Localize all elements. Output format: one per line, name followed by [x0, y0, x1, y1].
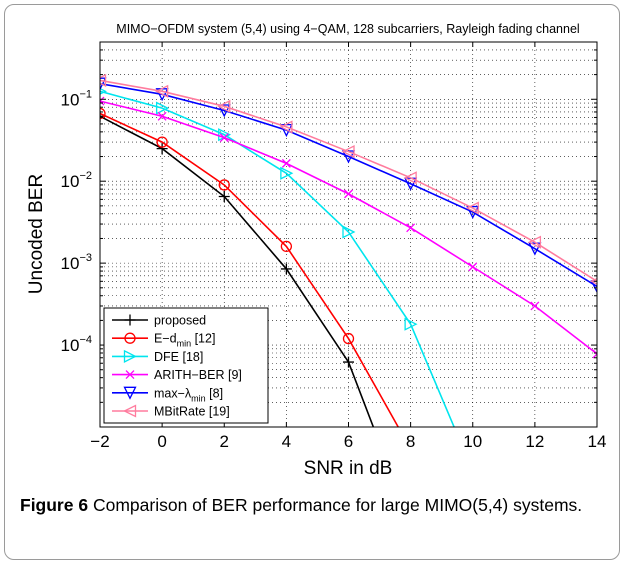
data-point [527, 235, 542, 249]
series-1 [100, 107, 399, 427]
legend-box [103, 307, 269, 424]
data-point [217, 99, 231, 113]
caption-label: Figure 6 [20, 495, 89, 515]
data-point [100, 77, 107, 91]
data-point [590, 280, 597, 294]
data-point [592, 349, 597, 359]
series-5 [100, 73, 597, 285]
ticks: −2 0 2 4 6 8 10 12 14 10−1 10−2 10−3 10−4 [61, 41, 607, 451]
series-line [100, 90, 455, 427]
legend-label: MBitRate [19] [154, 405, 230, 419]
x-tick-label: 2 [220, 432, 229, 451]
x-tick-label: 14 [588, 432, 607, 451]
data-point [465, 201, 479, 215]
data-point [218, 179, 230, 191]
legend-label: proposed [154, 314, 206, 328]
legend-entry: max−λmin [8] [112, 386, 223, 403]
axis-labels: MIMO−OFDM system (5,4) using 4−QAM, 128 … [26, 22, 580, 479]
legend-entry: E−dmin [12] [112, 332, 215, 349]
series-2 [100, 87, 455, 427]
data-point [156, 136, 168, 148]
legend-label: ARITH−BER [9] [154, 368, 242, 382]
figure-frame [4, 4, 620, 560]
legend-label: max−λmin [8] [154, 386, 223, 403]
data-point [280, 166, 294, 180]
series-line [100, 112, 399, 427]
data-point [123, 386, 137, 400]
data-point [280, 240, 293, 253]
data-point [155, 101, 170, 115]
data-point [281, 158, 291, 168]
chart-title: MIMO−OFDM system (5,4) using 4−QAM, 128 … [116, 22, 579, 36]
series-line [100, 79, 597, 282]
ber-chart: −2 0 2 4 6 8 10 12 14 10−1 10−2 10−3 10−4 MIMO−OFDM … [26, 22, 607, 479]
y-tick-label: 10−1 [61, 88, 92, 109]
series-line [100, 115, 375, 427]
legend-entry: ARITH−BER [9] [112, 368, 242, 382]
data-point [123, 404, 137, 418]
data-point [341, 145, 355, 159]
data-point [280, 263, 292, 275]
y-tick-label: 10−3 [61, 252, 92, 273]
data-point [100, 73, 107, 87]
legend-entry: MBitRate [19] [112, 404, 230, 419]
y-tick-label: 10−4 [61, 334, 92, 355]
legend-entry: proposed [112, 314, 206, 328]
data-point [218, 191, 230, 203]
data-point [219, 133, 229, 143]
data-point [124, 314, 136, 326]
data-point [344, 189, 353, 199]
x-tick-label: 8 [406, 432, 415, 451]
data-point [100, 96, 105, 106]
x-axis-label: SNR in dB [304, 458, 393, 479]
data-point [403, 171, 417, 185]
series-3 [100, 96, 597, 359]
x-tick-label: −2 [90, 432, 109, 451]
x-tick-label: 6 [344, 432, 353, 451]
data-point [124, 332, 136, 344]
data-point [404, 317, 418, 331]
data-point [100, 107, 106, 120]
x-tick-label: 12 [525, 432, 544, 451]
data-point [125, 370, 135, 380]
legend: proposed E−dmin [12]DFE [18] ARITH−BER [9]… [103, 307, 269, 424]
legend-entry: DFE [18] [112, 349, 203, 364]
x-tick-label: 4 [282, 432, 291, 451]
data-point [156, 143, 168, 155]
y-tick-label: 10−2 [61, 170, 92, 191]
data-point [528, 242, 542, 256]
data-point [157, 111, 167, 121]
data-point [123, 349, 137, 363]
caption-text: Comparison of BER performance for large … [92, 495, 583, 515]
legend-label: DFE [18] [154, 350, 203, 364]
data-point [343, 356, 354, 368]
legend-label: E−dmin [12] [154, 332, 215, 349]
data-point [342, 225, 356, 239]
data-point [468, 262, 478, 272]
series-line [100, 82, 597, 288]
series-0 [100, 110, 375, 427]
data-point [530, 301, 540, 311]
series-layer [100, 73, 597, 427]
data-point [342, 332, 355, 345]
x-tick-label: 0 [157, 432, 166, 451]
data-point [406, 223, 416, 233]
x-tick-label: 10 [463, 432, 482, 451]
data-point [155, 84, 169, 98]
figure-caption: Figure 6 Comparison of BER performance f… [20, 494, 600, 517]
y-axis-label: Uncoded BER [26, 174, 47, 294]
data-point [279, 120, 293, 134]
